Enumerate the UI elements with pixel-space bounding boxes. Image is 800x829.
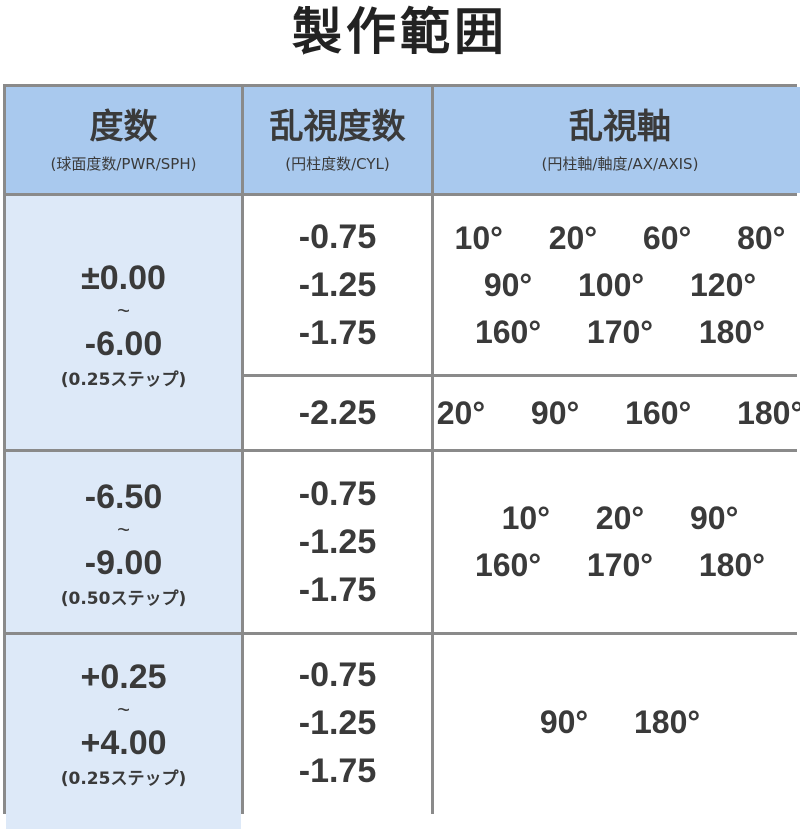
- sph-from: -6.50: [84, 478, 163, 516]
- cyl-cell: -0.75 -1.25 -1.75: [244, 196, 431, 374]
- axis-values: 10° 20° 90°: [501, 500, 739, 536]
- cyl-cell: -0.75 -1.25 -1.75: [244, 452, 431, 632]
- axis-values: 10° 20° 60° 80°: [454, 219, 786, 256]
- production-range-table: 度数 (球面度数/PWR/SPH) 乱視度数 (円柱度数/CYL) 乱視軸 (円…: [3, 84, 800, 829]
- cyl-value: -1.75: [298, 752, 377, 790]
- header-cyl: 乱視度数 (円柱度数/CYL): [244, 87, 431, 193]
- cyl-value: -1.25: [298, 523, 377, 561]
- cyl-value: -2.25: [298, 394, 377, 432]
- cyl-value: -0.75: [298, 218, 377, 256]
- axis-values: 160° 170° 180°: [474, 547, 766, 583]
- page-title: 製作範囲: [292, 3, 508, 61]
- cyl-value: -1.75: [298, 571, 377, 609]
- sph-to: +4.00: [80, 724, 167, 762]
- axis-cell: 10° 20° 90° 160° 170° 180°: [434, 452, 800, 632]
- header-sublabel: (円柱軸/軸度/AX/AXIS): [541, 155, 699, 173]
- cyl-value: -0.75: [298, 656, 377, 694]
- axis-values: 90° 100° 120°: [483, 266, 757, 303]
- sph-range-cell: +0.25 ~ +4.00 (0.25ステップ): [6, 635, 241, 829]
- axis-cell: 90° 180°: [434, 635, 800, 829]
- cyl-value: -1.25: [298, 704, 377, 742]
- sph-range-cell: ±0.00 ~ -6.00 (0.25ステップ): [6, 196, 241, 449]
- step-label: (0.25ステップ): [60, 369, 187, 390]
- header-label: 度数: [89, 107, 158, 147]
- cyl-value: -1.75: [298, 314, 377, 352]
- header-sublabel: (円柱度数/CYL): [285, 155, 390, 173]
- header-label: 乱視度数: [269, 107, 406, 147]
- axis-values: 160° 170° 180°: [474, 313, 766, 350]
- step-label: (0.50ステップ): [60, 589, 187, 609]
- header-sph: 度数 (球面度数/PWR/SPH): [6, 87, 241, 193]
- cyl-value: -0.75: [298, 475, 377, 513]
- axis-values: 20° 90° 160° 180°: [436, 394, 800, 431]
- axis-values: 90° 180°: [539, 704, 701, 740]
- cyl-cell: -0.75 -1.25 -1.75: [244, 635, 431, 829]
- sph-from: ±0.00: [81, 258, 166, 297]
- header-sublabel: (球面度数/PWR/SPH): [50, 155, 197, 173]
- sph-to: -9.00: [84, 544, 163, 582]
- sph-range-cell: -6.50 ~ -9.00 (0.50ステップ): [6, 452, 241, 632]
- range-tilde: ~: [117, 517, 130, 542]
- step-label: (0.25ステップ): [60, 769, 187, 789]
- header-axis: 乱視軸 (円柱軸/軸度/AX/AXIS): [434, 87, 800, 193]
- range-tilde: ~: [117, 297, 130, 323]
- cyl-cell: -2.25: [244, 377, 431, 449]
- sph-to: -6.00: [84, 324, 163, 363]
- axis-cell: 20° 90° 160° 180°: [434, 377, 800, 449]
- range-tilde: ~: [117, 697, 130, 722]
- sph-from: +0.25: [80, 658, 167, 696]
- axis-cell: 10° 20° 60° 80° 90° 100° 120° 160° 170° …: [434, 196, 800, 374]
- cyl-value: -1.25: [298, 266, 377, 304]
- header-label: 乱視軸: [569, 107, 671, 147]
